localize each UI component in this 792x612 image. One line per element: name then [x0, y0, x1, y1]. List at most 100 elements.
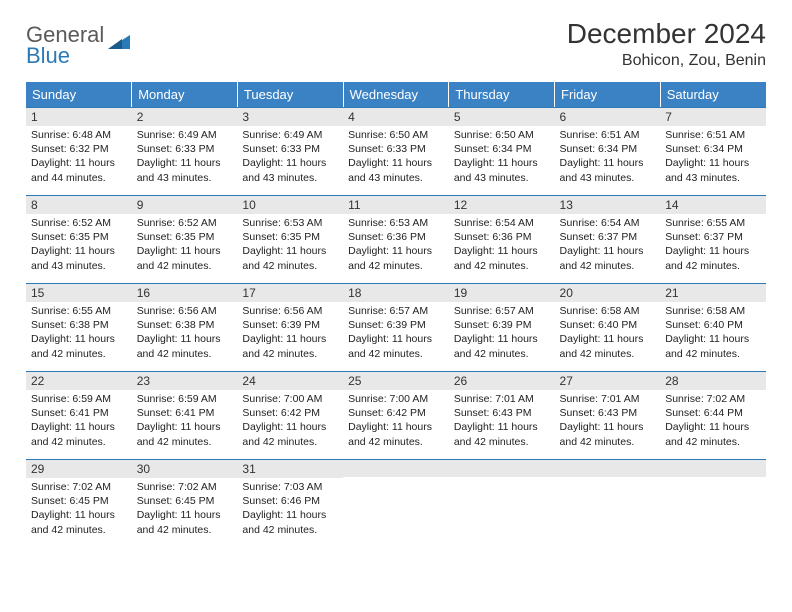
empty-day — [343, 459, 449, 477]
day-number: 2 — [132, 107, 238, 126]
day-number: 12 — [449, 195, 555, 214]
calendar-cell — [660, 459, 766, 547]
day-details: Sunrise: 6:56 AMSunset: 6:39 PMDaylight:… — [237, 302, 343, 365]
day-details: Sunrise: 6:55 AMSunset: 6:38 PMDaylight:… — [26, 302, 132, 365]
day-details: Sunrise: 6:49 AMSunset: 6:33 PMDaylight:… — [132, 126, 238, 189]
day-details: Sunrise: 6:52 AMSunset: 6:35 PMDaylight:… — [26, 214, 132, 277]
day-details: Sunrise: 6:59 AMSunset: 6:41 PMDaylight:… — [132, 390, 238, 453]
day-number: 27 — [555, 371, 661, 390]
calendar-cell — [449, 459, 555, 547]
calendar-cell: 6Sunrise: 6:51 AMSunset: 6:34 PMDaylight… — [555, 107, 661, 195]
day-details: Sunrise: 6:51 AMSunset: 6:34 PMDaylight:… — [660, 126, 766, 189]
calendar-cell: 8Sunrise: 6:52 AMSunset: 6:35 PMDaylight… — [26, 195, 132, 283]
calendar-cell: 1Sunrise: 6:48 AMSunset: 6:32 PMDaylight… — [26, 107, 132, 195]
day-number: 10 — [237, 195, 343, 214]
day-number: 11 — [343, 195, 449, 214]
day-number: 28 — [660, 371, 766, 390]
day-number: 7 — [660, 107, 766, 126]
calendar-cell: 20Sunrise: 6:58 AMSunset: 6:40 PMDayligh… — [555, 283, 661, 371]
calendar-cell: 30Sunrise: 7:02 AMSunset: 6:45 PMDayligh… — [132, 459, 238, 547]
day-number: 25 — [343, 371, 449, 390]
calendar-head: SundayMondayTuesdayWednesdayThursdayFrid… — [26, 82, 766, 107]
calendar-cell: 23Sunrise: 6:59 AMSunset: 6:41 PMDayligh… — [132, 371, 238, 459]
day-number: 13 — [555, 195, 661, 214]
calendar-row: 22Sunrise: 6:59 AMSunset: 6:41 PMDayligh… — [26, 371, 766, 459]
day-details: Sunrise: 6:57 AMSunset: 6:39 PMDaylight:… — [449, 302, 555, 365]
day-number: 19 — [449, 283, 555, 302]
day-number: 30 — [132, 459, 238, 478]
day-details: Sunrise: 7:00 AMSunset: 6:42 PMDaylight:… — [343, 390, 449, 453]
calendar-cell: 14Sunrise: 6:55 AMSunset: 6:37 PMDayligh… — [660, 195, 766, 283]
day-number: 21 — [660, 283, 766, 302]
day-number: 14 — [660, 195, 766, 214]
day-number: 17 — [237, 283, 343, 302]
weekday-header: Tuesday — [237, 82, 343, 107]
calendar-cell: 19Sunrise: 6:57 AMSunset: 6:39 PMDayligh… — [449, 283, 555, 371]
day-details: Sunrise: 7:02 AMSunset: 6:45 PMDaylight:… — [26, 478, 132, 541]
day-number: 3 — [237, 107, 343, 126]
day-details: Sunrise: 6:58 AMSunset: 6:40 PMDaylight:… — [555, 302, 661, 365]
day-details: Sunrise: 7:03 AMSunset: 6:46 PMDaylight:… — [237, 478, 343, 541]
calendar-row: 15Sunrise: 6:55 AMSunset: 6:38 PMDayligh… — [26, 283, 766, 371]
calendar-cell: 28Sunrise: 7:02 AMSunset: 6:44 PMDayligh… — [660, 371, 766, 459]
calendar-cell: 17Sunrise: 6:56 AMSunset: 6:39 PMDayligh… — [237, 283, 343, 371]
weekday-header: Monday — [132, 82, 238, 107]
day-details: Sunrise: 6:54 AMSunset: 6:36 PMDaylight:… — [449, 214, 555, 277]
day-number: 20 — [555, 283, 661, 302]
title-block: December 2024 Bohicon, Zou, Benin — [567, 18, 766, 70]
day-details: Sunrise: 7:01 AMSunset: 6:43 PMDaylight:… — [555, 390, 661, 453]
calendar-table: SundayMondayTuesdayWednesdayThursdayFrid… — [26, 82, 766, 547]
day-number: 31 — [237, 459, 343, 478]
weekday-row: SundayMondayTuesdayWednesdayThursdayFrid… — [26, 82, 766, 107]
day-details: Sunrise: 7:00 AMSunset: 6:42 PMDaylight:… — [237, 390, 343, 453]
day-details: Sunrise: 6:56 AMSunset: 6:38 PMDaylight:… — [132, 302, 238, 365]
calendar-cell: 12Sunrise: 6:54 AMSunset: 6:36 PMDayligh… — [449, 195, 555, 283]
calendar-cell: 31Sunrise: 7:03 AMSunset: 6:46 PMDayligh… — [237, 459, 343, 547]
day-details: Sunrise: 6:55 AMSunset: 6:37 PMDaylight:… — [660, 214, 766, 277]
calendar-cell: 5Sunrise: 6:50 AMSunset: 6:34 PMDaylight… — [449, 107, 555, 195]
calendar-row: 29Sunrise: 7:02 AMSunset: 6:45 PMDayligh… — [26, 459, 766, 547]
calendar-cell — [343, 459, 449, 547]
empty-day — [660, 459, 766, 477]
day-number: 6 — [555, 107, 661, 126]
calendar-row: 8Sunrise: 6:52 AMSunset: 6:35 PMDaylight… — [26, 195, 766, 283]
day-details: Sunrise: 6:50 AMSunset: 6:33 PMDaylight:… — [343, 126, 449, 189]
day-details: Sunrise: 7:02 AMSunset: 6:44 PMDaylight:… — [660, 390, 766, 453]
calendar-cell: 15Sunrise: 6:55 AMSunset: 6:38 PMDayligh… — [26, 283, 132, 371]
day-number: 15 — [26, 283, 132, 302]
day-details: Sunrise: 6:57 AMSunset: 6:39 PMDaylight:… — [343, 302, 449, 365]
empty-day — [555, 459, 661, 477]
day-number: 18 — [343, 283, 449, 302]
calendar-cell: 27Sunrise: 7:01 AMSunset: 6:43 PMDayligh… — [555, 371, 661, 459]
day-number: 16 — [132, 283, 238, 302]
day-details: Sunrise: 6:49 AMSunset: 6:33 PMDaylight:… — [237, 126, 343, 189]
calendar-cell: 3Sunrise: 6:49 AMSunset: 6:33 PMDaylight… — [237, 107, 343, 195]
day-details: Sunrise: 6:53 AMSunset: 6:36 PMDaylight:… — [343, 214, 449, 277]
day-details: Sunrise: 6:59 AMSunset: 6:41 PMDaylight:… — [26, 390, 132, 453]
header: GeneralBlue December 2024 Bohicon, Zou, … — [26, 18, 766, 70]
day-details: Sunrise: 6:54 AMSunset: 6:37 PMDaylight:… — [555, 214, 661, 277]
day-details: Sunrise: 7:02 AMSunset: 6:45 PMDaylight:… — [132, 478, 238, 541]
day-details: Sunrise: 6:48 AMSunset: 6:32 PMDaylight:… — [26, 126, 132, 189]
day-number: 5 — [449, 107, 555, 126]
calendar-cell: 18Sunrise: 6:57 AMSunset: 6:39 PMDayligh… — [343, 283, 449, 371]
day-number: 1 — [26, 107, 132, 126]
calendar-cell: 25Sunrise: 7:00 AMSunset: 6:42 PMDayligh… — [343, 371, 449, 459]
calendar-cell: 2Sunrise: 6:49 AMSunset: 6:33 PMDaylight… — [132, 107, 238, 195]
day-number: 26 — [449, 371, 555, 390]
day-details: Sunrise: 7:01 AMSunset: 6:43 PMDaylight:… — [449, 390, 555, 453]
calendar-cell: 29Sunrise: 7:02 AMSunset: 6:45 PMDayligh… — [26, 459, 132, 547]
day-number: 8 — [26, 195, 132, 214]
day-number: 23 — [132, 371, 238, 390]
calendar-cell: 4Sunrise: 6:50 AMSunset: 6:33 PMDaylight… — [343, 107, 449, 195]
day-details: Sunrise: 6:58 AMSunset: 6:40 PMDaylight:… — [660, 302, 766, 365]
day-number: 24 — [237, 371, 343, 390]
calendar-cell: 22Sunrise: 6:59 AMSunset: 6:41 PMDayligh… — [26, 371, 132, 459]
weekday-header: Saturday — [660, 82, 766, 107]
weekday-header: Friday — [555, 82, 661, 107]
weekday-header: Thursday — [449, 82, 555, 107]
calendar-cell: 24Sunrise: 7:00 AMSunset: 6:42 PMDayligh… — [237, 371, 343, 459]
page-title: December 2024 — [567, 18, 766, 50]
calendar-cell: 10Sunrise: 6:53 AMSunset: 6:35 PMDayligh… — [237, 195, 343, 283]
location-text: Bohicon, Zou, Benin — [567, 52, 766, 70]
